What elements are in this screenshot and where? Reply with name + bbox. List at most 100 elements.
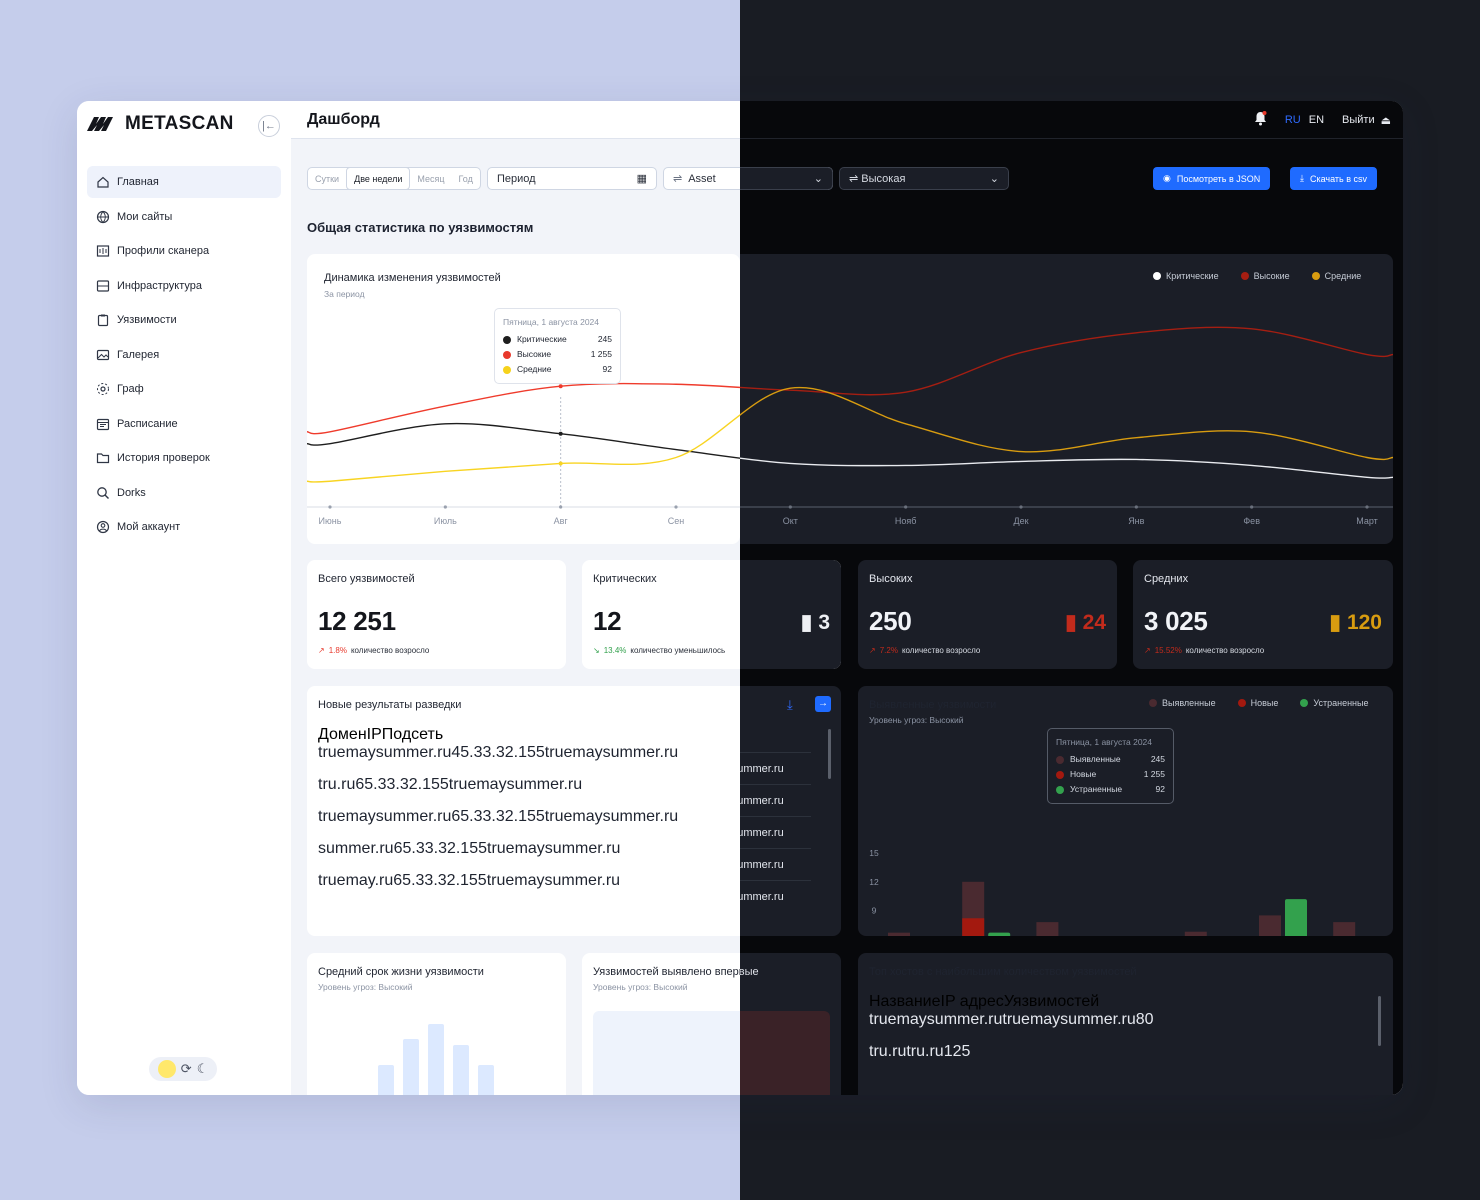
table-row[interactable]: tru.rutru.ru125 <box>869 1043 1362 1075</box>
legend-critical[interactable]: Критические <box>1153 271 1219 281</box>
open-recon-button[interactable]: → <box>815 696 831 712</box>
table-row[interactable]: truemaysummer.ru65.33.32.155truemaysumme… <box>318 808 811 840</box>
asset-select-dark-half[interactable]: ⌄ <box>740 167 833 190</box>
stat-total-label: Всего уязвимостей <box>318 573 415 585</box>
legend-new[interactable]: Новые <box>1237 698 1278 708</box>
sidebar-item-search[interactable]: Dorks <box>87 477 281 509</box>
stat-card-medium[interactable]: Средних 3 025 ▮ 120 ↗ 15.52% количество в… <box>1133 560 1393 669</box>
logout-button[interactable]: Выйти ⏏ <box>1342 114 1391 127</box>
lifetime-subtitle: Уровень угроз: Высокий <box>318 982 413 992</box>
stat-medium-side: ▮ 120 <box>1329 610 1382 635</box>
asset-value: Asset <box>688 172 716 185</box>
bar-detected[interactable] <box>888 932 910 936</box>
download-icon[interactable]: ⤓ <box>787 697 793 712</box>
table-row[interactable]: truemaysummer.rutruemaysummer.ru80 <box>869 1011 1362 1043</box>
x-tick-dot <box>443 505 447 509</box>
recon-scrollbar[interactable] <box>828 729 831 779</box>
stat-card-critical[interactable]: Критических 12 ▮ 3 ↘ 13.4% количество уме… <box>582 560 841 669</box>
legend-detected[interactable]: Выявленные <box>1149 698 1216 708</box>
trend-up-icon: ↗ <box>318 646 325 655</box>
sidebar-item-server[interactable]: Инфраструктура <box>87 270 281 302</box>
trend-chart-header: Динамика изменения уязвимостей За период <box>324 272 501 299</box>
sidebar-item-user[interactable]: Мой аккаунт <box>87 511 281 543</box>
table-row[interactable]: truemaysummer.ru45.33.32.155truemaysumme… <box>318 744 811 776</box>
sidebar: METASCAN |← Главная Мои сайты Профили скан… <box>77 101 291 1095</box>
sidebar-item-graph[interactable]: Граф <box>87 373 281 405</box>
recon-col-header[interactable]: IP <box>366 726 382 743</box>
recon-row-dark-part: truemaysummer.ru <box>740 784 811 816</box>
period-two-weeks[interactable]: Две недели <box>346 167 411 190</box>
top-hosts-col-header[interactable]: Уязвимостей <box>1003 993 1100 1010</box>
top-hosts-cell: tru.ru <box>869 1043 907 1060</box>
sidebar-item-label: Инфраструктура <box>117 279 203 292</box>
period-day[interactable]: Сутки <box>315 174 340 184</box>
sidebar-item-label: История проверок <box>117 452 210 464</box>
lang-ru[interactable]: RU <box>1284 114 1301 126</box>
moon-icon[interactable]: ☾ <box>196 1061 209 1076</box>
trend-tooltip: Пятница, 1 августа 2024 Критические 245 В… <box>494 308 621 384</box>
bar-detected[interactable] <box>1184 931 1207 936</box>
top-hosts-scrollbar[interactable] <box>1378 996 1381 1046</box>
auto-theme-icon[interactable]: ⟳ <box>180 1061 192 1076</box>
stat-card-high[interactable]: Высоких 250 ▮ 24 ↗ 7.2% количество возрос… <box>858 560 1117 669</box>
stat-medium-trend: ↗ 15.52% количество возросло <box>1144 646 1264 655</box>
recon-cell: truemaysummer.ru <box>318 744 452 761</box>
recon-cell: truemaysummer.ru <box>740 890 784 903</box>
logout-label: Выйти <box>1342 114 1375 126</box>
recon-col-header[interactable]: Подсеть <box>381 726 444 743</box>
logo[interactable]: METASCAN <box>87 113 234 135</box>
theme-toggle[interactable]: ⟳ ☾ <box>149 1057 217 1081</box>
notification-bell-icon[interactable] <box>1254 111 1267 129</box>
sidebar-item-home[interactable]: Главная <box>87 166 281 198</box>
download-csv-label: Скачать в csv <box>1309 173 1368 184</box>
view-json-button[interactable]: ◉ Посмотреть в JSON <box>1153 167 1271 190</box>
trend-tooltip-row-medium: Средние 92 <box>503 362 612 377</box>
metascan-logo-icon <box>87 117 113 131</box>
recon-cell: truemaysummer.ru <box>486 872 621 889</box>
sidebar-item-globe[interactable]: Мои сайты <box>87 201 281 233</box>
stat-card-total[interactable]: Всего уязвимостей 12 251 ↗ 1.8% количест… <box>307 560 566 669</box>
collapse-sidebar-button[interactable]: |← <box>258 115 280 137</box>
bar-detected[interactable] <box>1036 922 1059 936</box>
sidebar-item-image[interactable]: Галерея <box>87 339 281 371</box>
period-date-input[interactable]: Период ▦ <box>487 167 657 190</box>
legend-fixed[interactable]: Устраненные <box>1300 698 1369 708</box>
table-row[interactable]: truemay.ru65.33.32.155truemaysummer.ru <box>318 872 811 904</box>
bar-fixed[interactable] <box>988 932 1011 936</box>
x-tick-dot <box>1250 505 1254 509</box>
legend-high[interactable]: Высокие <box>1240 271 1290 281</box>
table-row[interactable]: tru.ru65.33.32.155truemaysummer.ru <box>318 776 811 808</box>
period-month[interactable]: Месяц <box>417 174 445 184</box>
recon-row-dark-part: truemaysummer.ru <box>740 848 811 880</box>
sidebar-item-folder[interactable]: История проверок <box>87 442 281 474</box>
table-row[interactable]: summer.ru65.33.32.155truemaysummer.ru <box>318 840 811 872</box>
line-series-2-dark <box>740 386 1393 461</box>
lang-en[interactable]: EN <box>1308 114 1325 126</box>
period-year[interactable]: Год <box>458 174 473 184</box>
recon-col-header[interactable]: Домен <box>318 726 367 743</box>
sidebar-item-calendar[interactable]: Расписание <box>87 408 281 440</box>
legend-medium[interactable]: Средние <box>1311 271 1361 281</box>
x-tick-dot <box>559 505 563 509</box>
sun-icon[interactable] <box>157 1060 176 1078</box>
trend-chart-title: Динамика изменения уязвимостей <box>324 272 501 284</box>
period-segmented-control: Сутки Две недели Месяц Год <box>307 167 481 190</box>
top-hosts-col-header[interactable]: Название <box>869 993 941 1010</box>
sidebar-item-clipboard[interactable]: Уязвимости <box>87 304 281 336</box>
recon-cell: truemaysummer.ru <box>544 808 679 825</box>
home-icon <box>97 176 109 188</box>
bar-chart: 0369121515.05.202316.05.202317.05.202318… <box>869 848 1356 936</box>
bar-detected[interactable] <box>1259 915 1281 936</box>
bar-new[interactable] <box>962 918 985 936</box>
recon-cell: summer.ru <box>318 840 394 857</box>
severity-select[interactable]: ⇌ Высокая ⌄ <box>839 167 1009 190</box>
sidebar-item-scanner-profile[interactable]: Профили сканера <box>87 235 281 267</box>
recon-cell: truemaysummer.ru <box>318 808 452 825</box>
bar-detected[interactable] <box>1333 922 1356 936</box>
filter-icon: ⇌ <box>673 173 683 185</box>
recon-cell: 65.33.32.155 <box>355 776 449 793</box>
top-hosts-col-header[interactable]: IP адрес <box>940 993 1004 1010</box>
top-hosts-cell: truemaysummer.ru <box>869 1011 1003 1028</box>
bar-fixed[interactable] <box>1285 899 1307 936</box>
download-csv-button[interactable]: ⤓ Скачать в csv <box>1290 167 1378 190</box>
